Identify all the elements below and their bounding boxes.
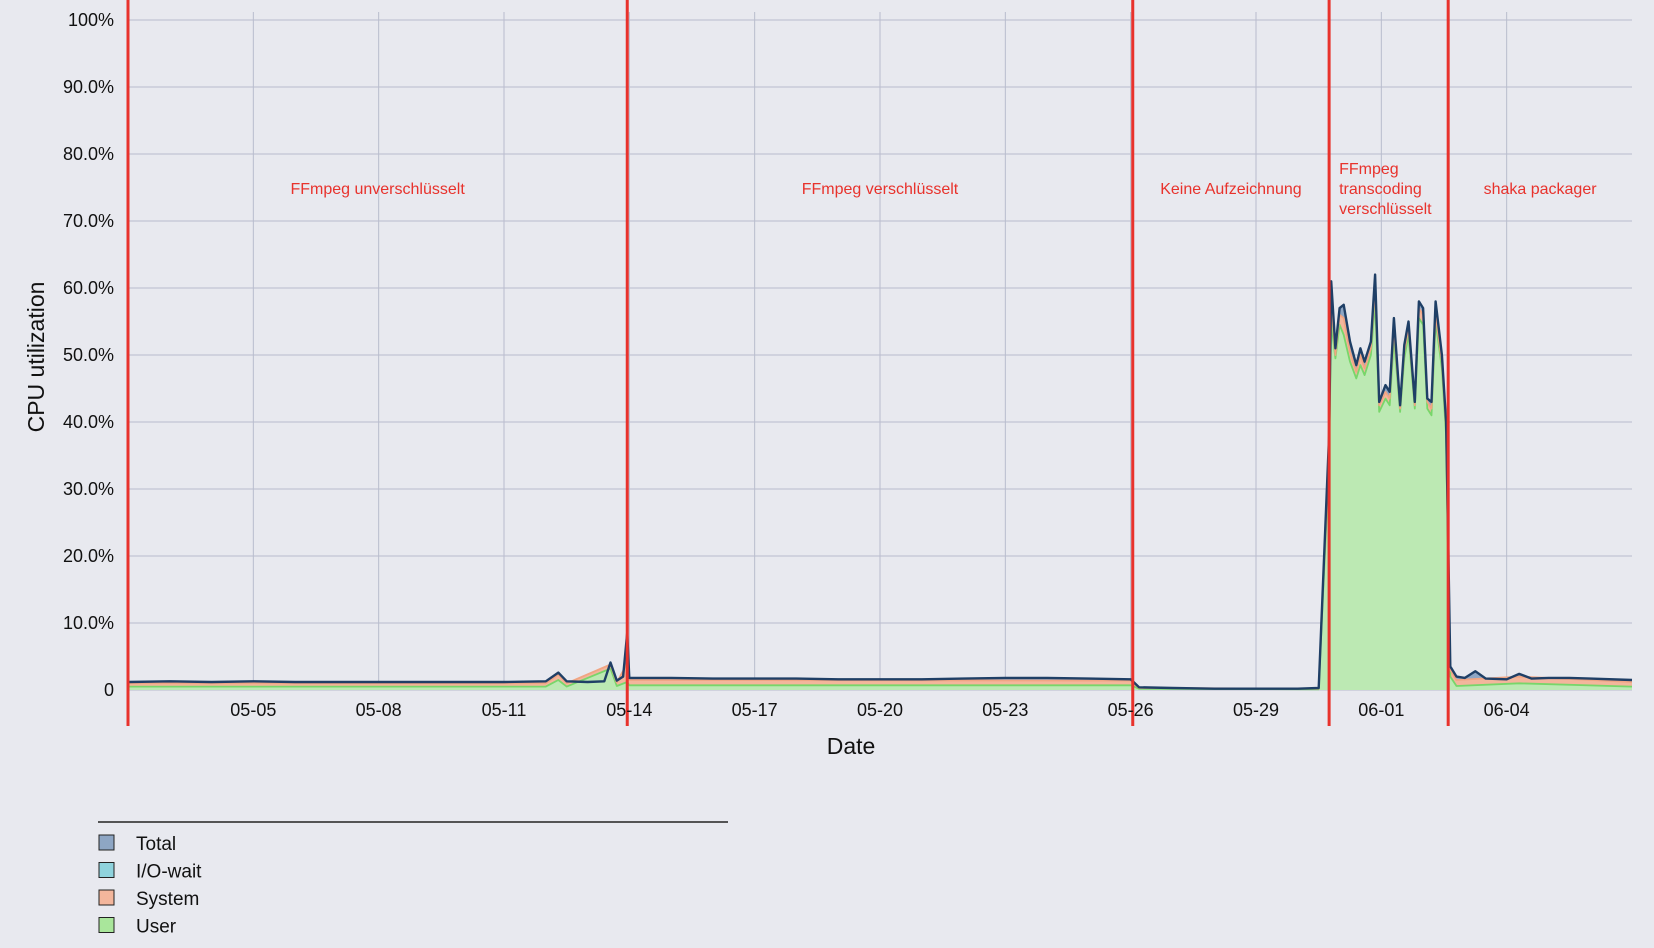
legend-swatch (98, 917, 115, 933)
phase-markers: FFmpeg unverschlüsselt FFmpeg verschlüsse… (126, 0, 1598, 726)
y-tick-label: 80.0% (63, 144, 114, 164)
legend-label: Total (136, 834, 176, 855)
x-tick-label: 05-17 (732, 700, 778, 720)
x-tick-label: 05-20 (857, 700, 903, 720)
x-tick-label: 06-01 (1358, 700, 1404, 720)
y-tick-label: 40.0% (63, 412, 114, 432)
y-tick-label: 0 (104, 680, 114, 700)
x-tick-label: 05-26 (1108, 700, 1154, 720)
x-tick-label: 05-29 (1233, 700, 1279, 720)
phase-label: Keine Aufzeichnung (1160, 181, 1301, 198)
x-tick-label: 05-14 (606, 700, 652, 720)
x-tick-label: 05-08 (356, 700, 402, 720)
y-tick-label: 10.0% (63, 613, 114, 633)
x-tick-label: 05-11 (482, 700, 527, 720)
y-tick-label: 70.0% (63, 211, 114, 231)
x-tick-label: 05-23 (982, 700, 1028, 720)
y-axis-ticks: 0 10.0% 20.0% 30.0% 40.0% 50.0% 60.0% 70.0% 80.0… (63, 10, 114, 700)
x-axis-title: Date (827, 733, 876, 759)
y-tick-label: 30.0% (63, 479, 114, 499)
phase-label: FFmpeg verschlüsselt (802, 181, 959, 198)
legend-swatch (98, 862, 115, 878)
area-user (128, 301, 1632, 690)
series-areas (128, 274, 1632, 690)
phase-label: FFmpeg unverschlüsselt (290, 181, 465, 198)
x-tick-label: 06-04 (1484, 700, 1530, 720)
y-axis-title: CPU utilization (23, 282, 49, 433)
x-axis-ticks: 05-05 05-08 05-11 05-14 05-17 05-20 05-23 05-26… (230, 700, 1529, 720)
legend-label: User (136, 917, 177, 938)
y-tick-label: 100% (68, 10, 114, 30)
y-tick-label: 50.0% (63, 345, 114, 365)
y-tick-label: 20.0% (63, 546, 114, 566)
legend-label: System (136, 889, 199, 910)
phase-label: shaka packager (1484, 181, 1598, 198)
y-tick-label: 90.0% (63, 77, 114, 97)
grid (128, 12, 1632, 691)
legend: Total I/O-wait System User (98, 834, 202, 938)
legend-swatch (98, 834, 115, 851)
legend-label: I/O-wait (136, 862, 202, 883)
x-tick-label: 05-05 (230, 700, 276, 720)
y-tick-label: 60.0% (63, 278, 114, 298)
phase-label: FFmpeg transcoding verschlüsselt (1339, 161, 1432, 218)
legend-swatch (98, 889, 115, 906)
